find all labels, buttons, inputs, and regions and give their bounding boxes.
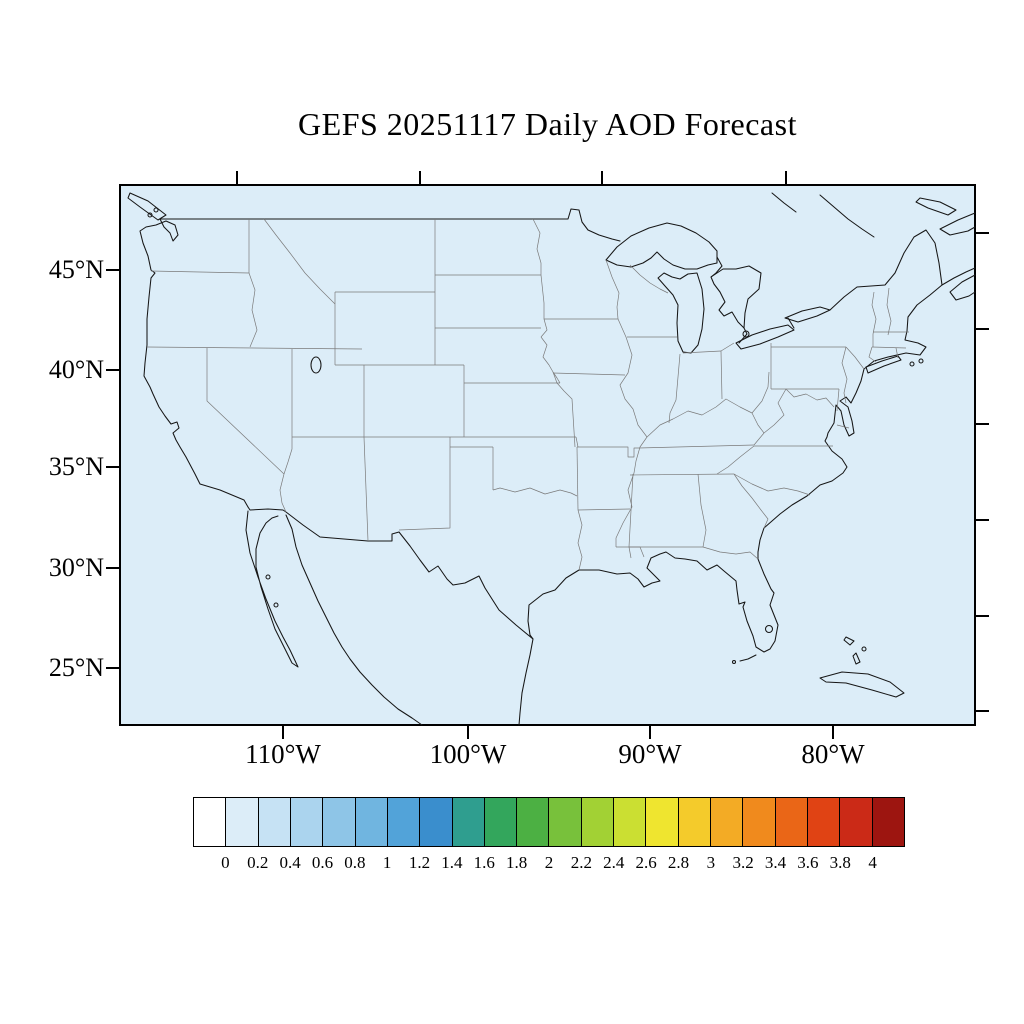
colorbar-cell bbox=[614, 798, 647, 846]
colorbar-tick-label: 3.4 bbox=[764, 853, 787, 872]
colorbar-tick-label: 0 bbox=[221, 853, 230, 872]
great-lakes bbox=[310, 222, 831, 634]
lat-tick-label: 30°N bbox=[48, 553, 104, 582]
colorbar-cell bbox=[549, 798, 582, 846]
colorbar-cell bbox=[323, 798, 356, 846]
lat-tick-label: 40°N bbox=[48, 355, 104, 384]
colorbar-tick-label: 3.8 bbox=[829, 853, 851, 872]
us-map bbox=[106, 171, 989, 739]
lon-tick-label: 80°W bbox=[801, 739, 865, 769]
colorbar-cell bbox=[226, 798, 259, 846]
colorbar-cell bbox=[290, 798, 324, 846]
lon-tick-label: 110°W bbox=[245, 739, 321, 769]
colorbar-cell bbox=[194, 798, 227, 846]
latitude-axis: 45°N 40°N 35°N 30°N 25°N bbox=[0, 0, 110, 1024]
lat-tick-label: 25°N bbox=[48, 653, 104, 682]
lat-tick-label: 35°N bbox=[48, 452, 104, 481]
lon-tick-label: 100°W bbox=[429, 739, 507, 769]
state-boundaries bbox=[146, 218, 909, 571]
colorbar-tick-label: 1.8 bbox=[506, 853, 528, 872]
colorbar-tick-label: 1.4 bbox=[441, 853, 463, 872]
colorbar-cell bbox=[517, 798, 550, 846]
colorbar-tick-label: 1 bbox=[382, 853, 392, 872]
colorbar-tick-label: 0.8 bbox=[344, 853, 366, 872]
colorbar-tick-label: 3.2 bbox=[732, 853, 754, 872]
longitude-axis: 110°W 100°W 90°W 80°W bbox=[0, 738, 1024, 772]
colorbar bbox=[193, 797, 905, 847]
colorbar-tick-label: 1.2 bbox=[408, 853, 431, 872]
colorbar-cell bbox=[807, 798, 841, 846]
colorbar-cell bbox=[258, 798, 291, 846]
axis-ticks bbox=[106, 171, 989, 739]
map-background bbox=[119, 184, 976, 726]
colorbar-cell bbox=[484, 798, 518, 846]
colorbar-cell bbox=[743, 798, 776, 846]
colorbar-tick-label: 0.2 bbox=[247, 853, 269, 872]
colorbar-cell bbox=[420, 798, 453, 846]
colorbar-cell bbox=[872, 798, 904, 846]
colorbar-cell bbox=[355, 798, 388, 846]
colorbar-cell bbox=[840, 798, 873, 846]
colorbar-tick-label: 2.6 bbox=[635, 853, 657, 872]
plot-title: GEFS 20251117 Daily AOD Forecast bbox=[298, 106, 797, 142]
colorbar-cell bbox=[678, 798, 711, 846]
colorbar-tick-label: 2.2 bbox=[570, 853, 592, 872]
colorbar-cell bbox=[452, 798, 485, 846]
colorbar-cell bbox=[711, 798, 744, 846]
colorbar-tick-label: 2 bbox=[544, 853, 554, 872]
colorbar-tick-label: 1.6 bbox=[473, 853, 495, 872]
colorbar-tick-label: 2.4 bbox=[603, 853, 625, 872]
colorbar-cell bbox=[387, 798, 421, 846]
colorbar-cell bbox=[646, 798, 679, 846]
lat-tick-label: 45°N bbox=[48, 255, 104, 284]
colorbar-tick-label: 0.4 bbox=[279, 853, 301, 872]
colorbar-tick-label: 3.6 bbox=[797, 853, 819, 872]
colorbar-cell bbox=[775, 798, 808, 846]
colorbar-tick-label: 4 bbox=[868, 853, 877, 872]
lon-tick-label: 90°W bbox=[618, 739, 682, 769]
colorbar-cell bbox=[581, 798, 615, 846]
coastlines bbox=[127, 192, 976, 726]
colorbar-tick-label: 0.6 bbox=[311, 853, 334, 872]
colorbar-labels: 0 0.2 0.4 0.6 0.8 1 1.2 1.4 1.6 1.8 2 2.2 2.4 2.6 2.8 3… bbox=[193, 853, 905, 877]
colorbar-tick-label: 3 bbox=[706, 853, 716, 872]
colorbar-tick-label: 2.8 bbox=[667, 853, 690, 872]
